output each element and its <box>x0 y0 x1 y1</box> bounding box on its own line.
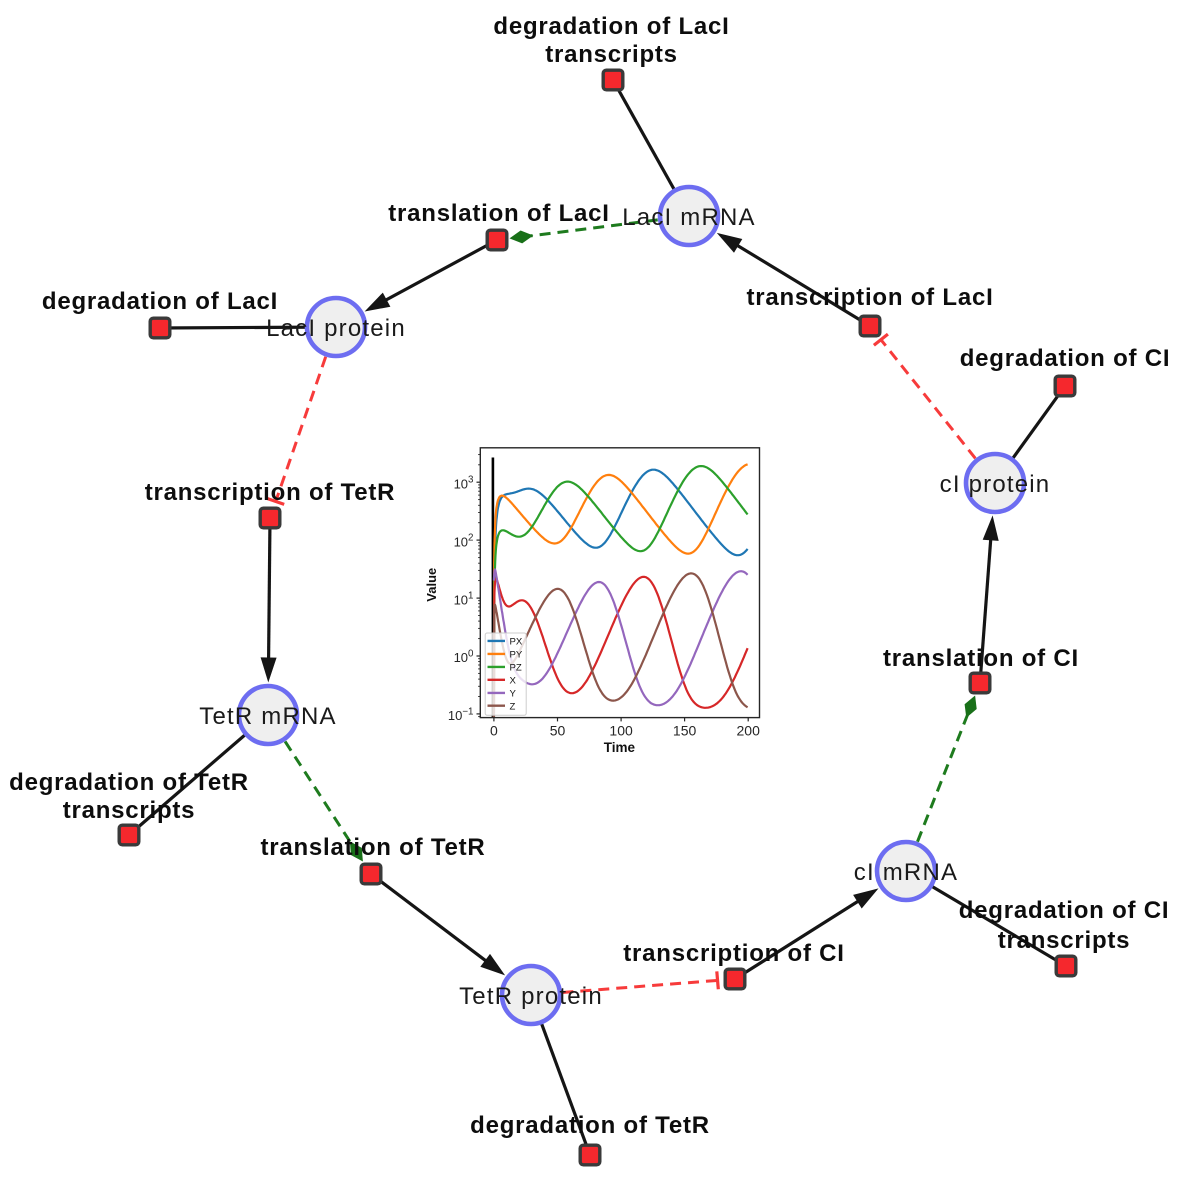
svg-text:Value: Value <box>424 568 439 602</box>
svg-text:200: 200 <box>737 723 761 739</box>
svg-text:TetR protein: TetR protein <box>459 983 603 1010</box>
svg-text:Y: Y <box>510 689 517 700</box>
svg-text:100: 100 <box>609 723 633 739</box>
svg-text:transcription of TetR: transcription of TetR <box>145 479 396 506</box>
svg-text:X: X <box>510 675 517 686</box>
svg-text:LacI protein: LacI protein <box>266 315 406 342</box>
svg-text:50: 50 <box>550 723 566 739</box>
svg-text:cI protein: cI protein <box>940 471 1051 498</box>
svg-text:translation of LacI: translation of LacI <box>388 200 610 227</box>
svg-text:PY: PY <box>510 650 523 661</box>
svg-text:degradation of CI: degradation of CI <box>959 897 1170 924</box>
svg-text:LacI mRNA: LacI mRNA <box>622 204 756 231</box>
svg-text:transcription of CI: transcription of CI <box>623 940 845 967</box>
svg-text:150: 150 <box>673 723 697 739</box>
svg-text:transcripts: transcripts <box>545 41 678 68</box>
svg-text:degradation of LacI: degradation of LacI <box>42 288 278 315</box>
svg-text:transcription of LacI: transcription of LacI <box>746 284 993 311</box>
svg-text:Z: Z <box>510 701 516 712</box>
svg-text:degradation of LacI: degradation of LacI <box>493 13 729 40</box>
svg-text:TetR mRNA: TetR mRNA <box>199 703 336 730</box>
svg-text:translation of TetR: translation of TetR <box>260 834 485 861</box>
svg-text:translation of CI: translation of CI <box>883 645 1079 672</box>
svg-text:PZ: PZ <box>510 663 522 674</box>
svg-text:PX: PX <box>510 637 523 648</box>
svg-text:degradation of CI: degradation of CI <box>960 345 1171 372</box>
svg-text:degradation of TetR: degradation of TetR <box>470 1112 710 1139</box>
svg-text:transcripts: transcripts <box>63 797 196 824</box>
svg-text:0: 0 <box>490 723 498 739</box>
svg-text:cI mRNA: cI mRNA <box>854 859 958 886</box>
svg-text:degradation of TetR: degradation of TetR <box>9 769 249 796</box>
svg-text:Time: Time <box>604 740 636 755</box>
svg-text:transcripts: transcripts <box>998 927 1131 954</box>
